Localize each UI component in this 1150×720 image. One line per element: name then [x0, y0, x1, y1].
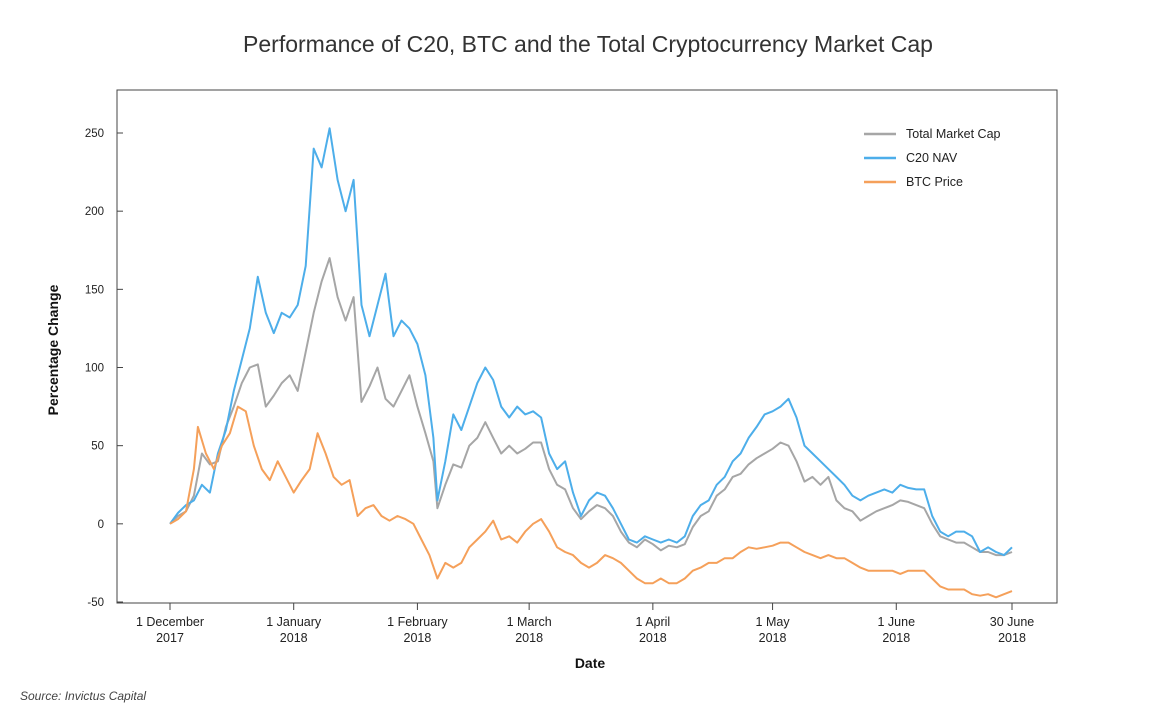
- x-tick-year: 2017: [156, 631, 184, 645]
- y-axis: 250 200 150 100 50 0 -50: [85, 128, 123, 609]
- x-axis: 1 December 2017 1 January 2018 1 February 201…: [136, 603, 1034, 645]
- x-tick-year: 2018: [759, 631, 787, 645]
- x-tick-label: 1 January: [266, 615, 322, 629]
- series-lines: [169, 127, 1013, 599]
- y-tick-label: 0: [98, 519, 104, 531]
- x-tick-year: 2018: [280, 631, 308, 645]
- x-tick-year: 2018: [404, 631, 432, 645]
- y-tick-label: -50: [87, 597, 104, 609]
- series-line-btc-price: [169, 405, 1013, 599]
- y-tick-label: 200: [85, 206, 104, 218]
- x-tick-year: 2018: [882, 631, 910, 645]
- legend-label-btc-price: BTC Price: [906, 175, 963, 189]
- x-tick-label: 1 February: [387, 615, 448, 629]
- series-line-c20-nav: [169, 127, 1013, 557]
- x-tick-label: 1 April: [635, 615, 670, 629]
- plot-frame: [116, 89, 1058, 604]
- x-tick-label: 1 March: [507, 615, 552, 629]
- y-tick-label: 250: [85, 128, 104, 140]
- series-line-total-market-cap: [169, 257, 1013, 557]
- x-tick-label: 30 June: [990, 615, 1035, 629]
- x-tick-label: 1 June: [878, 615, 916, 629]
- x-tick-year: 2018: [515, 631, 543, 645]
- chart-title: Performance of C20, BTC and the Total Cr…: [243, 31, 933, 57]
- x-axis-title: Date: [575, 655, 606, 671]
- y-tick-label: 50: [91, 441, 104, 453]
- source-note: Source: Invictus Capital: [20, 689, 146, 703]
- x-tick-label: 1 December: [136, 615, 204, 629]
- legend-label-total-market-cap: Total Market Cap: [906, 127, 1001, 141]
- x-tick-label: 1 May: [756, 615, 791, 629]
- legend: Total Market Cap C20 NAV BTC Price: [864, 127, 1001, 189]
- y-axis-title: Percentage Change: [45, 284, 61, 415]
- legend-label-c20-nav: C20 NAV: [906, 151, 958, 165]
- y-tick-label: 100: [85, 363, 104, 375]
- x-tick-year: 2018: [639, 631, 667, 645]
- x-tick-year: 2018: [998, 631, 1026, 645]
- y-tick-label: 150: [85, 284, 104, 296]
